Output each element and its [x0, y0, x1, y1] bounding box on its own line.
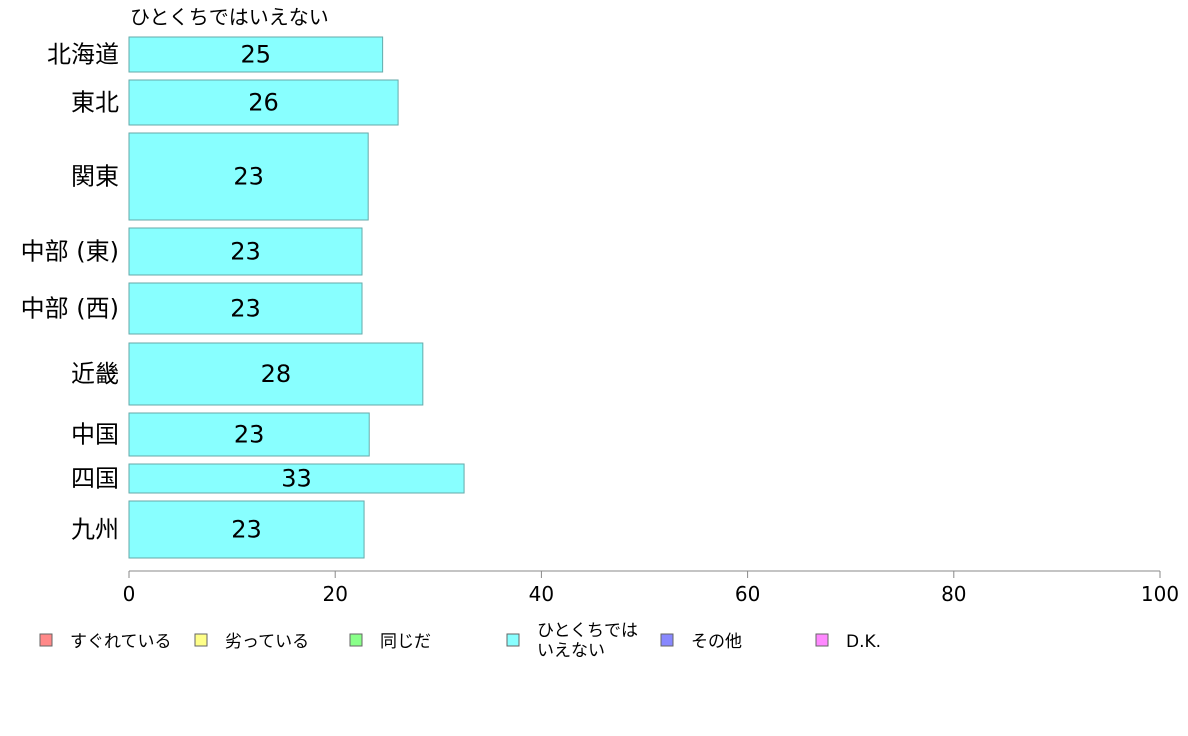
bar-8 [128, 500, 365, 559]
legend-swatch [660, 633, 674, 647]
value-label: 26 [248, 89, 279, 117]
bar-4 [128, 282, 363, 335]
legend-label: D.K. [846, 632, 881, 652]
bar-2 [128, 132, 369, 221]
x-tick-label: 60 [735, 582, 760, 606]
bar-3 [128, 227, 363, 276]
legend: すぐれている 劣っている 同じだ ひとくちではいえない その他 D.K. [39, 621, 881, 661]
legend-label: 劣っている [225, 632, 309, 652]
category-label: 四国 [71, 465, 119, 493]
legend-label: 同じだ [380, 632, 431, 652]
legend-label: その他 [691, 632, 742, 652]
legend-swatch [506, 633, 520, 647]
x-tick-label: 20 [322, 582, 347, 606]
value-labels: 25 26 23 23 23 28 23 33 23 [230, 41, 312, 544]
value-label: 25 [241, 41, 272, 69]
legend-swatch [194, 633, 208, 647]
value-label: 33 [281, 465, 312, 493]
x-axis: 0 20 40 60 80 100 [123, 570, 1179, 606]
bar-1 [128, 79, 399, 126]
value-label: 23 [234, 421, 265, 449]
category-label: 北海道 [47, 41, 119, 69]
category-label: 関東 [71, 163, 119, 191]
bar-0 [128, 36, 384, 73]
legend-swatch [39, 633, 53, 647]
category-label: 中部 (西) [21, 295, 119, 323]
series-title: ひとくちではいえない [130, 5, 329, 29]
legend-swatch [815, 633, 829, 647]
value-label: 23 [233, 163, 264, 191]
category-label: 近畿 [71, 360, 119, 388]
value-label: 23 [230, 238, 261, 266]
legend-swatch [349, 633, 363, 647]
value-label: 23 [230, 295, 261, 323]
value-label: 28 [261, 360, 292, 388]
value-label: 23 [231, 516, 262, 544]
x-tick-label: 40 [529, 582, 554, 606]
category-label: 九州 [71, 516, 119, 544]
x-tick-label: 80 [941, 582, 966, 606]
x-tick-label: 0 [123, 582, 136, 606]
x-tick-label: 100 [1141, 582, 1179, 606]
bars-group [128, 36, 465, 559]
category-label: 中国 [71, 421, 119, 449]
bar-7 [128, 463, 465, 494]
bar-6 [128, 412, 370, 457]
legend-label: すぐれている [70, 632, 172, 652]
category-label: 東北 [71, 89, 119, 117]
bar-5 [128, 342, 424, 406]
legend-label: ひとくちではいえない [537, 621, 638, 661]
category-label: 中部 (東) [21, 238, 119, 266]
